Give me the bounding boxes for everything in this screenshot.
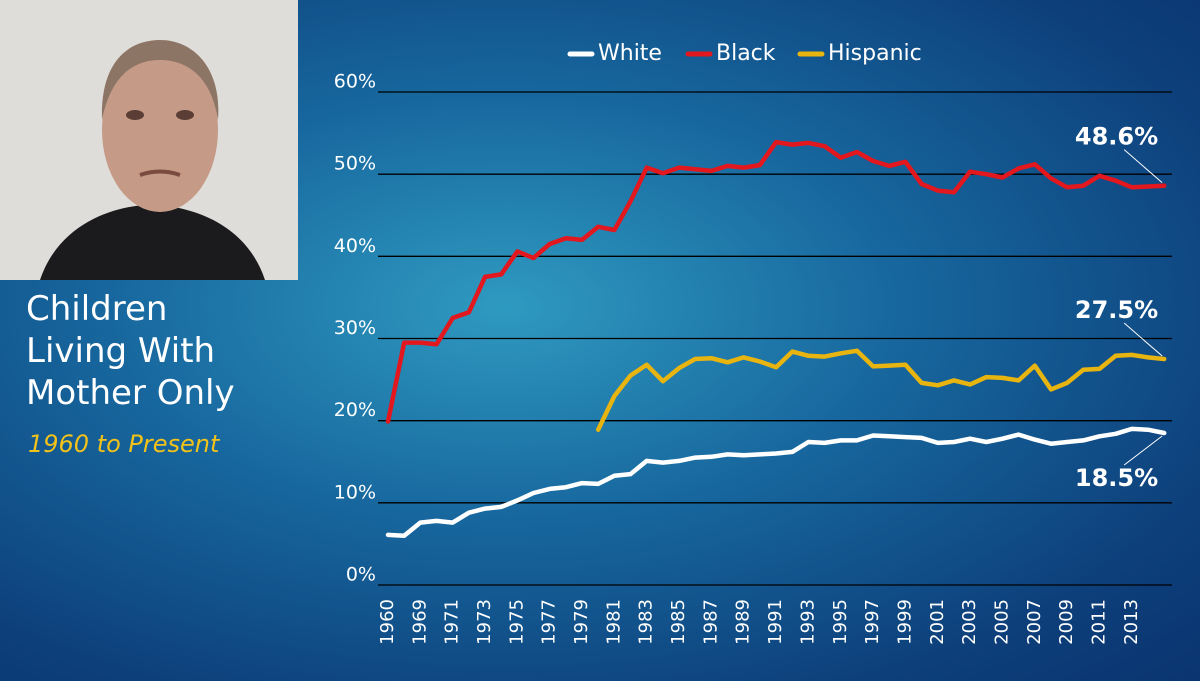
- chart-subtitle: 1960 to Present: [28, 430, 220, 458]
- x-tick-label: 1975: [506, 599, 527, 645]
- y-tick-label: 10%: [334, 481, 376, 503]
- x-tick-label: 1977: [539, 599, 560, 645]
- y-tick-label: 0%: [346, 564, 376, 586]
- x-tick-label: 1999: [894, 599, 915, 645]
- label-leader: [1123, 435, 1163, 466]
- x-tick-label: 1969: [409, 599, 430, 645]
- label-leader: [1123, 322, 1163, 357]
- x-tick-label: 1997: [862, 599, 883, 645]
- data-label: 27.5%: [1075, 296, 1158, 324]
- x-tick-label: 2011: [1088, 599, 1109, 645]
- x-tick-label: 1987: [700, 599, 721, 645]
- y-tick-label: 30%: [334, 317, 376, 339]
- data-label: 18.5%: [1075, 464, 1158, 492]
- series-line: [385, 426, 1167, 538]
- x-tick-label: 2007: [1024, 599, 1045, 645]
- x-tick-label: 1995: [830, 599, 851, 645]
- chart-title: Children Living With Mother Only: [26, 289, 235, 413]
- series-line: [595, 348, 1167, 432]
- label-leader: [1123, 149, 1163, 184]
- x-tick-label: 1993: [797, 599, 818, 645]
- y-tick-label: 50%: [334, 153, 376, 175]
- legend-label: Hispanic: [828, 41, 922, 66]
- x-tick-label: 1991: [765, 599, 786, 645]
- x-tick-label: 2003: [959, 599, 980, 645]
- x-tick-label: 1981: [603, 599, 624, 645]
- x-tick-label: 2005: [991, 599, 1012, 645]
- x-tick-label: 1971: [442, 599, 463, 645]
- y-tick-label: 60%: [334, 71, 376, 93]
- series-line: [385, 139, 1167, 424]
- x-tick-label: 2001: [927, 599, 948, 645]
- x-tick-label: 1985: [668, 599, 689, 645]
- y-tick-label: 20%: [334, 399, 376, 421]
- legend: White Black Hispanic: [567, 41, 922, 66]
- x-tick-label: 1989: [733, 599, 754, 645]
- x-tick-label: 2013: [1121, 599, 1142, 645]
- data-label: 48.6%: [1075, 123, 1158, 151]
- x-tick-label: 1973: [474, 599, 495, 645]
- legend-label: Black: [716, 41, 776, 66]
- x-tick-label: 1960: [377, 599, 398, 645]
- y-tick-label: 40%: [334, 235, 376, 257]
- x-tick-label: 1979: [571, 599, 592, 645]
- legend-label: White: [598, 41, 662, 66]
- x-tick-label: 1983: [636, 599, 657, 645]
- x-tick-label: 2009: [1056, 599, 1077, 645]
- video-inset: [0, 0, 298, 280]
